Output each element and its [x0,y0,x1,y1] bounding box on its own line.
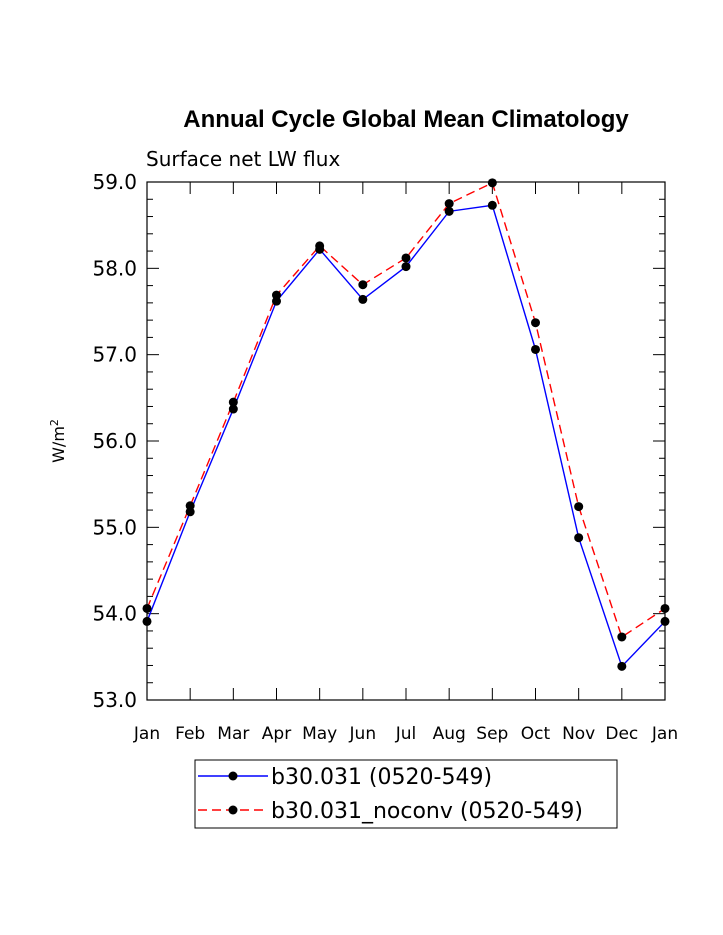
x-tick-label: Apr [262,724,291,744]
y-axis-label: W/m2 [48,419,68,463]
series-1-point [531,344,540,354]
y-tick-label: 58.0 [92,256,137,280]
series-1-point [228,404,238,414]
legend-marker-2 [228,805,238,815]
y-tick-label: 55.0 [92,515,137,539]
x-tick-label: May [302,724,337,744]
x-tick-label: Jan [133,724,160,744]
series-2-point [660,603,670,613]
x-tick-label: Jan [651,724,678,744]
x-tick-label: Nov [562,724,595,744]
y-axis-label-superscript: 2 [48,419,61,426]
series-1-point [617,661,627,671]
series-2-point [272,290,281,300]
x-tick-labels: Jan Feb Mar Apr May Jun Jul Aug Sep Oct Nov Dec Jan [133,724,678,744]
x-tick-label: Mar [217,724,249,744]
legend: b30.031 (0520-549) b30.031_noconv (0520-5… [194,759,618,829]
series-1-point [660,616,670,626]
x-tick-label: Aug [433,724,466,744]
series-2-point [531,318,540,328]
legend-box [194,759,618,829]
x-tick-label: Oct [521,724,551,744]
series-2-point [358,280,368,290]
x-tick-label: Sep [476,724,508,744]
series-2-point [142,603,152,613]
series-1-point [142,616,152,626]
chart-subtitle: Surface net LW flux [146,147,340,171]
y-tick-label: 57.0 [92,343,137,367]
y-tick-labels: 53.0 54.0 55.0 56.0 57.0 58.0 59.0 [92,170,137,712]
series-layer [142,178,670,671]
axis-ticks [146,181,666,701]
series-2-point [401,253,411,263]
x-tick-label: Jun [349,724,377,744]
series-1-point [401,262,411,272]
series-2-point [574,502,584,512]
chart-title: Annual Cycle Global Mean Climatology [183,106,629,133]
series-1-point [574,533,584,543]
y-axis-label-base: W/m [49,426,68,463]
x-tick-label: Jul [395,724,417,744]
series-2-point [315,241,325,251]
series-1-point [444,206,454,216]
legend-marker-1 [228,771,238,781]
series-2-point [617,632,627,642]
series-2-point [185,501,195,511]
y-tick-label: 59.0 [92,170,137,194]
series-2-point [228,397,238,407]
series-2-point [487,178,497,188]
series-1-point [358,294,368,304]
series-line-1 [146,204,666,668]
y-tick-label: 53.0 [92,688,137,712]
y-tick-label: 54.0 [92,602,137,626]
series-2-point [444,199,454,209]
series-line-2 [146,181,666,639]
series-1-point [487,200,497,210]
x-tick-label: Dec [605,724,638,744]
legend-label-2: b30.031_noconv (0520-549) [271,799,583,824]
x-tick-label: Feb [175,724,205,744]
legend-label-1: b30.031 (0520-549) [271,765,492,790]
y-tick-label: 56.0 [92,429,137,453]
